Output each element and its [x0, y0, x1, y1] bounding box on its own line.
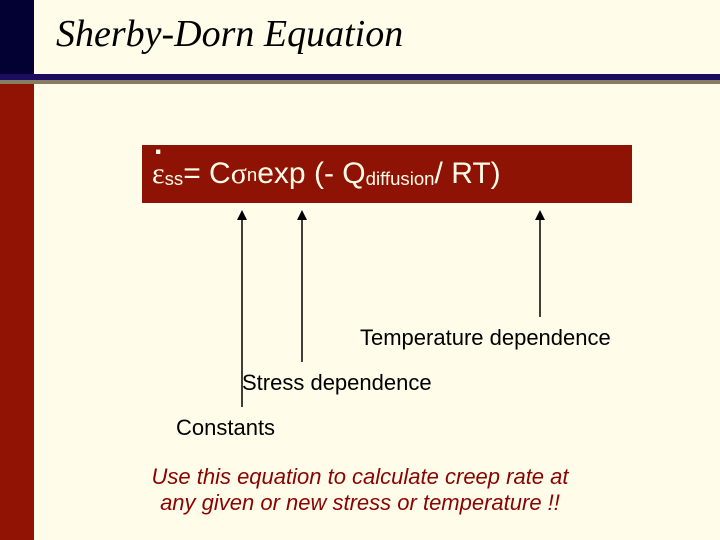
eq-sup-n: n	[247, 146, 257, 204]
eq-close: / RT)	[435, 145, 501, 203]
eq-exp: exp (- Q	[257, 145, 365, 203]
slide: Sherby-Dorn Equation . εss = C σ n exp (…	[0, 0, 720, 540]
note-line-2: any given or new stress or temperature !…	[160, 490, 560, 515]
arrow-temperature	[532, 210, 548, 317]
eq-equals-c: = C	[183, 145, 231, 203]
label-temperature: Temperature dependence	[360, 325, 611, 351]
label-constants: Constants	[176, 415, 275, 441]
note-line-1: Use this equation to calculate creep rat…	[151, 464, 568, 489]
sidebar-accent-top	[0, 0, 34, 74]
eq-sub-ss: ss	[165, 150, 184, 208]
slide-title: Sherby-Dorn Equation	[56, 12, 403, 56]
eq-sub-diffusion: diffusion	[366, 150, 435, 208]
equation-dot: .	[154, 128, 162, 162]
arrow-stress	[294, 210, 310, 362]
equation-box: εss = C σ n exp (- Qdiffusion / RT)	[142, 145, 632, 203]
label-stress: Stress dependence	[242, 370, 432, 396]
footer-note: Use this equation to calculate creep rat…	[0, 464, 720, 516]
title-rule	[0, 74, 720, 80]
eq-sigma: σ	[231, 145, 247, 203]
